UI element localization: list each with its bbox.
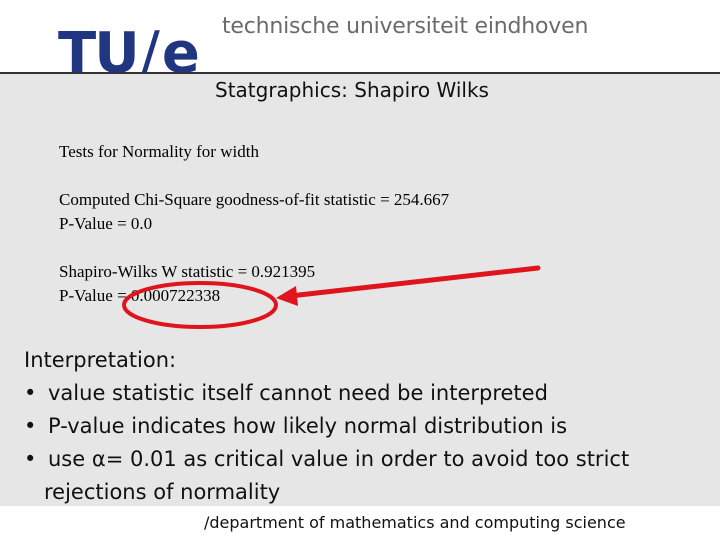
output-line-pvalue-shapiro: P-Value = 0.000722338	[59, 286, 221, 305]
bullet-symbol: •	[24, 447, 37, 471]
department-footer: /department of mathematics and computing…	[204, 513, 626, 532]
output-block-shapiro: Shapiro-Wilks W statistic = 0.921395 P-V…	[59, 260, 315, 308]
header-bar: TU / e technische universiteit eindhoven	[0, 0, 720, 84]
slide-title: Statgraphics: Shapiro Wilks	[215, 78, 489, 102]
slide-body: Statgraphics: Shapiro Wilks Tests for No…	[0, 72, 720, 506]
bullet-continuation: rejections of normality	[44, 480, 281, 504]
output-line-tests: Tests for Normality for width	[59, 142, 259, 161]
bullet-text: P-value indicates how likely normal dist…	[48, 414, 568, 438]
interpretation-heading: Interpretation:	[24, 348, 177, 372]
output-block-heading: Tests for Normality for width	[59, 140, 259, 164]
university-name: technische universiteit eindhoven	[222, 14, 589, 39]
output-block-chisquare: Computed Chi-Square goodness-of-fit stat…	[59, 188, 449, 236]
interpretation-bullet: • P-value indicates how likely normal di…	[24, 410, 629, 443]
output-line-chisquare: Computed Chi-Square goodness-of-fit stat…	[59, 190, 450, 209]
bullet-text: value statistic itself cannot need be in…	[48, 381, 548, 405]
footer-bar: /department of mathematics and computing…	[0, 506, 720, 540]
bullet-symbol: •	[24, 381, 37, 405]
output-line-pvalue-chisquare: P-Value = 0.0	[59, 214, 153, 233]
interpretation-bullet: • use α= 0.01 as critical value in order…	[24, 443, 629, 476]
bullet-symbol: •	[24, 414, 37, 438]
output-line-shapiro-w: Shapiro-Wilks W statistic = 0.921395	[59, 262, 316, 281]
bullet-text: use α= 0.01 as critical value in order t…	[48, 447, 630, 471]
logo-slash: /	[139, 19, 160, 89]
interpretation-section: Interpretation: • value statistic itself…	[24, 344, 629, 509]
interpretation-bullet: • value statistic itself cannot need be …	[24, 377, 629, 410]
